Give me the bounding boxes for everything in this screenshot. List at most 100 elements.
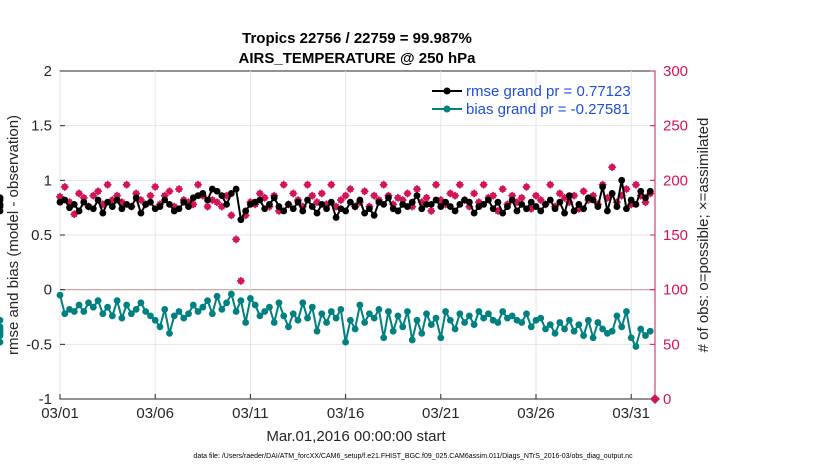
bias-point (75, 301, 83, 309)
obs-assimilated-marker (361, 188, 368, 195)
rmse-point (304, 196, 311, 204)
bias-point (413, 316, 421, 324)
y-axis-left-ticks: -1 -0.5 0 0.5 1 1.5 2 (26, 63, 65, 408)
rmse-point (0, 200, 4, 208)
obs-assimilated-marker (280, 181, 287, 188)
rmse-point (513, 207, 521, 215)
rmse-point (518, 200, 526, 208)
obs-assimilated-marker (304, 181, 311, 188)
rmse-point (342, 207, 349, 215)
obs-assimilated-marker (490, 192, 497, 199)
y-axis-right-label: # of obs: o=possible; ×=assimilated (695, 118, 712, 353)
rmse-point (442, 198, 449, 206)
bias-point (346, 316, 354, 324)
obs-assimilated-marker (456, 181, 463, 188)
obs-assimilated-marker (556, 190, 563, 197)
bias-point (561, 325, 568, 333)
bias-point (461, 319, 468, 326)
bias-point (166, 330, 173, 337)
rmse-point (470, 209, 478, 217)
x-axis-label: Mar.01,2016 00:00:00 start (266, 428, 446, 445)
rmse-point (180, 198, 188, 206)
rmse-point (570, 207, 578, 215)
bias-point (556, 319, 564, 326)
obs-assimilated-marker (609, 164, 616, 171)
rmse-point (604, 207, 611, 215)
bias-point (408, 336, 416, 344)
rmse-point (327, 198, 335, 206)
bias-point (304, 314, 311, 322)
rmse-point (156, 203, 164, 210)
rmse-point (385, 194, 392, 202)
x-tick-label: 03/31 (612, 405, 650, 422)
rmse-point (175, 205, 183, 213)
chart-title-line1: Tropics 22756 / 22759 = 99.987% (242, 30, 472, 47)
bias-point (342, 338, 349, 346)
rmse-point (394, 207, 402, 215)
bias-point (375, 305, 383, 313)
bias-point (623, 308, 630, 315)
rmse-point (137, 209, 145, 217)
rmse-point (127, 203, 135, 210)
bias-point (366, 310, 373, 318)
rmse-point (366, 205, 373, 213)
obs-assimilated-marker (380, 181, 387, 188)
obs-assimilated-marker (394, 194, 401, 201)
bias-point (508, 312, 516, 320)
rmse-point (537, 207, 545, 215)
rmse-point (70, 200, 78, 208)
bias-point (261, 308, 269, 315)
obs-assimilated-marker (471, 190, 478, 197)
bias-point (523, 310, 530, 318)
bias-point (147, 312, 154, 320)
bias-point (404, 308, 411, 315)
bias-point (327, 308, 335, 315)
rmse-point (323, 205, 330, 213)
rmse-point (413, 192, 421, 200)
bias-point (537, 314, 545, 322)
rmse-point (575, 200, 583, 208)
obs-assimilated-marker (256, 190, 263, 197)
obs-assimilated-marker (152, 183, 159, 190)
legend-rmse-marker (443, 87, 451, 95)
bias-point (370, 314, 378, 322)
rmse-point (289, 205, 297, 213)
obs-assimilated-marker (623, 186, 630, 193)
bias-point (313, 327, 321, 335)
x-tick-label: 03/11 (232, 405, 268, 422)
bias-point (589, 334, 597, 342)
bias-point (170, 312, 178, 320)
bias-point (432, 314, 440, 322)
rmse-point (237, 216, 245, 224)
bias-point (418, 330, 426, 337)
rmse-point (494, 198, 502, 206)
bias-point (289, 310, 297, 318)
rmse-point (232, 185, 240, 193)
obs-assimilated-marker (423, 194, 430, 201)
bias-point (199, 303, 207, 311)
bias-point (385, 308, 392, 315)
rmse-point (427, 200, 435, 208)
rmse-point (0, 194, 4, 202)
bias-point (180, 314, 188, 322)
rmse-point (404, 203, 411, 210)
rmse-point (599, 183, 607, 191)
rmse-point (285, 200, 292, 208)
bias-point (465, 312, 473, 320)
obs-assimilated-marker (228, 212, 235, 219)
y-tick-right-label: 0 (663, 391, 671, 408)
bias-point (618, 323, 626, 331)
rmse-point (489, 205, 497, 213)
rmse-point (256, 196, 264, 204)
rmse-point (532, 203, 540, 210)
obs-assimilated-marker (404, 190, 411, 197)
rmse-point (161, 196, 169, 204)
bias-point (542, 325, 549, 333)
y-tick-right-label: 100 (663, 282, 688, 299)
bias-point (61, 310, 69, 318)
rmse-point (66, 204, 73, 212)
bias-point (285, 323, 292, 331)
x-tick-label: 03/01 (41, 405, 79, 422)
bias-point (185, 310, 192, 318)
rmse-point (594, 203, 602, 210)
